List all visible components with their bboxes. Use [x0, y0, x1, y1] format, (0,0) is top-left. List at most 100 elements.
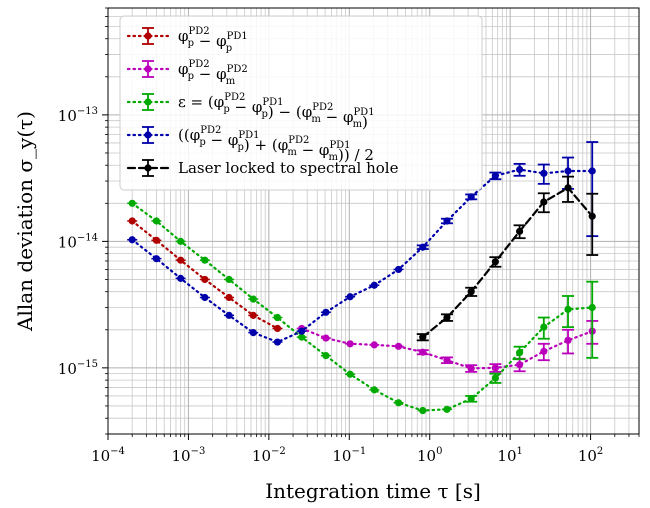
data-point	[249, 295, 257, 303]
data-point	[128, 199, 136, 207]
legend-entries: φPD2 p − φPD1 p φPD2 p − φPD2 m ε = (φPD2 p − φ…	[126, 26, 399, 177]
data-point	[564, 305, 572, 313]
data-point	[201, 293, 209, 302]
data-point	[152, 217, 161, 225]
data-point	[298, 327, 306, 335]
data-point	[128, 217, 136, 225]
data-point	[515, 227, 524, 235]
data-point	[515, 349, 524, 357]
legend-entry-2: φPD2 p − φPD2 m	[126, 59, 248, 87]
data-point	[443, 313, 451, 322]
data-point	[419, 243, 427, 251]
data-point	[491, 364, 499, 372]
data-point	[298, 333, 306, 341]
data-point	[201, 275, 209, 284]
x-tick-label: 10−4	[91, 446, 125, 465]
data-point	[249, 329, 257, 337]
legend-label: φPD2 p − φPD1 p	[178, 26, 248, 54]
data-point	[467, 364, 475, 373]
y-tick-label: 10−14	[58, 232, 98, 251]
legend-label: ε = (φPD2 p − φPD1 p) − (φPD2 m − φPD1 m)	[178, 92, 375, 131]
x-tick-label: 10−3	[172, 446, 206, 465]
data-point	[467, 395, 475, 403]
legend-marker	[144, 164, 152, 172]
data-point	[491, 172, 499, 180]
tick-labels: 10−4 10−3 10−2 10−1 100 101 102 10−15 10−14 10−13	[58, 106, 604, 465]
legend: φPD2 p − φPD1 p φPD2 p − φPD2 m ε = (φPD2 p − φ…	[119, 15, 483, 191]
data-point	[394, 342, 403, 350]
series-3	[127, 199, 599, 415]
data-point	[419, 333, 427, 341]
data-point	[177, 237, 185, 245]
data-point	[515, 361, 524, 369]
legend-label: Laser locked to spectral hole	[178, 159, 399, 177]
data-point	[588, 167, 596, 175]
data-point	[491, 374, 499, 382]
data-point	[273, 324, 282, 333]
data-point	[273, 338, 282, 346]
legend-entry-4: ((φPD2 p − φPD1 p) + (φPD2 m − φPD1 m)) / 2	[126, 125, 374, 164]
legend-entry-5: Laser locked to spectral hole	[126, 159, 399, 177]
series-2	[296, 320, 599, 373]
data-point	[273, 313, 282, 322]
legend-box	[119, 15, 483, 191]
x-tick-label: 10−2	[252, 446, 286, 465]
data-point	[370, 341, 378, 349]
data-point	[491, 258, 499, 266]
data-point	[419, 348, 427, 356]
data-point	[443, 405, 451, 413]
data-point	[467, 288, 475, 296]
data-point	[322, 334, 330, 342]
data-point	[443, 356, 451, 364]
data-point	[249, 311, 257, 319]
data-point	[177, 256, 185, 264]
x-tick-label: 101	[497, 446, 522, 465]
legend-entry-1: φPD2 p − φPD1 p	[126, 26, 248, 54]
data-point	[322, 308, 330, 316]
data-point	[564, 184, 572, 192]
data-point	[225, 293, 233, 302]
series-line	[131, 219, 279, 330]
data-point	[588, 212, 596, 220]
data-point	[370, 386, 378, 394]
series-line	[131, 202, 594, 412]
x-tick-label: 10−1	[332, 446, 366, 465]
legend-marker	[144, 65, 152, 73]
data-point	[540, 347, 548, 355]
data-point	[225, 311, 233, 319]
data-point	[201, 256, 209, 264]
data-point	[588, 303, 596, 312]
series-1	[127, 217, 283, 333]
data-point	[515, 165, 524, 174]
legend-marker	[144, 131, 152, 139]
x-tick-label: 100	[417, 446, 442, 465]
data-point	[419, 406, 427, 415]
y-tick-label: 10−13	[58, 106, 98, 125]
data-point	[467, 193, 475, 201]
data-point	[322, 352, 330, 360]
data-point	[394, 265, 403, 274]
data-point	[370, 281, 378, 289]
data-point	[346, 370, 354, 378]
data-point	[152, 236, 161, 244]
x-axis-label: Integration time τ [s]	[265, 479, 481, 503]
legend-marker	[144, 32, 152, 40]
series-4	[127, 141, 599, 346]
series-line	[421, 186, 594, 339]
x-tick-label: 102	[578, 446, 603, 465]
data-point	[394, 399, 403, 407]
data-point	[540, 323, 548, 331]
legend-label: ((φPD2 p − φPD1 p) + (φPD2 m − φPD1 m)) / 2	[178, 125, 374, 164]
data-point	[540, 169, 548, 177]
y-tick-label: 10−15	[58, 359, 98, 378]
data-point	[225, 275, 233, 284]
series-5	[416, 175, 599, 342]
data-point	[540, 198, 548, 206]
legend-marker	[144, 98, 152, 106]
data-point	[443, 217, 451, 225]
legend-label: φPD2 p − φPD2 m	[178, 59, 248, 87]
series-layer	[127, 141, 599, 415]
data-point	[152, 255, 161, 263]
data-point	[177, 274, 185, 282]
axis-ticks	[102, 7, 640, 440]
